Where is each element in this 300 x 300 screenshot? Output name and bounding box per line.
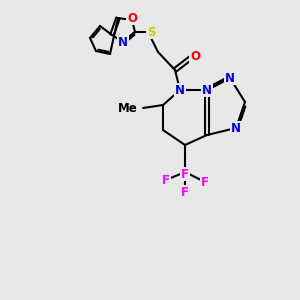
Text: Me: Me — [118, 101, 138, 115]
Text: N: N — [231, 122, 241, 134]
Text: F: F — [181, 167, 189, 181]
Text: N: N — [175, 83, 185, 97]
Text: F: F — [181, 185, 189, 199]
Text: N: N — [202, 83, 212, 97]
Text: F: F — [201, 176, 209, 188]
Text: N: N — [225, 71, 235, 85]
Text: O: O — [127, 11, 137, 25]
Text: N: N — [118, 35, 128, 49]
Text: F: F — [162, 173, 170, 187]
Text: S: S — [147, 26, 155, 38]
Text: O: O — [190, 50, 200, 64]
